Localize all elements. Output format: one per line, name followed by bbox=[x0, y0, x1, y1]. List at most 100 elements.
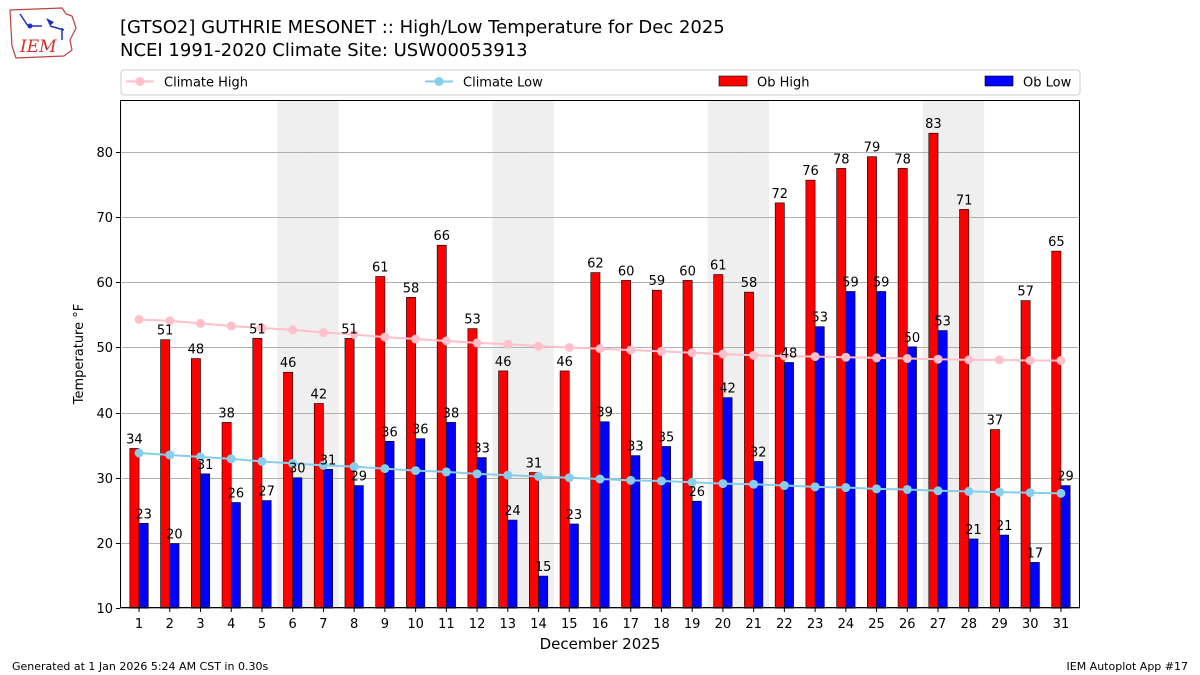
climate-high-point-17 bbox=[626, 345, 636, 355]
ob-high-label-24: 78 bbox=[833, 152, 850, 167]
ob-high-bar-27 bbox=[928, 132, 939, 609]
climate-low-point-13 bbox=[503, 470, 513, 480]
ob-high-label-28: 71 bbox=[956, 193, 973, 208]
ob-low-label-26: 50 bbox=[904, 331, 921, 346]
climate-high-point-20 bbox=[718, 349, 728, 359]
ob-high-bar-19 bbox=[682, 280, 693, 609]
iem-logo: IEM bbox=[6, 6, 82, 60]
ob-high-bar-28 bbox=[959, 209, 970, 609]
climate-low-point-16 bbox=[595, 474, 605, 484]
ob-low-label-31: 29 bbox=[1057, 470, 1074, 485]
ob-high-bar-13 bbox=[498, 370, 509, 609]
bar-labels: 34 51 48 38 51 46 42 51 61 58 66 53 46 31 46 62 60 59 60 61… bbox=[126, 117, 1074, 575]
climate-high-point-23 bbox=[810, 352, 820, 362]
ob-low-label-30: 17 bbox=[1027, 546, 1044, 561]
climate-high-point-9 bbox=[380, 332, 390, 342]
ob-low-label-19: 26 bbox=[689, 485, 706, 500]
ob-low-label-1: 23 bbox=[135, 507, 152, 522]
y-tick-label-30: 30 bbox=[96, 472, 113, 487]
ob-high-label-6: 46 bbox=[280, 356, 297, 371]
climate-low-point-21 bbox=[749, 479, 759, 489]
ob-low-bar-3 bbox=[200, 473, 211, 609]
climate-low-point-14 bbox=[534, 471, 544, 481]
ob-low-bar-13 bbox=[507, 519, 518, 609]
ob-low-bar-8 bbox=[353, 485, 364, 609]
ob-high-bar-10 bbox=[406, 297, 416, 609]
climate-low-point-10 bbox=[411, 466, 421, 476]
climate-low-point-25 bbox=[872, 484, 882, 494]
x-tick-label-3: 3 bbox=[196, 617, 204, 632]
ob-high-bar-26 bbox=[897, 168, 908, 609]
ob-high-bar-18 bbox=[651, 289, 662, 609]
ob-low-label-2: 20 bbox=[166, 528, 183, 543]
y-tick-label-10: 10 bbox=[96, 602, 113, 617]
ob-high-bar-12 bbox=[467, 328, 478, 609]
ob-high-label-2: 51 bbox=[157, 324, 174, 339]
legend-ob-low-swatch bbox=[984, 75, 1014, 87]
ob-low-label-7: 31 bbox=[320, 453, 337, 468]
x-tick-label-12: 12 bbox=[469, 617, 486, 632]
x-tick-label-24: 24 bbox=[838, 617, 855, 632]
climate-low-point-30 bbox=[1025, 488, 1035, 498]
y-tick-label-20: 20 bbox=[96, 537, 113, 552]
ob-high-label-23: 76 bbox=[802, 164, 819, 179]
ob-low-label-11: 38 bbox=[443, 406, 460, 421]
x-axis-label: December 2025 bbox=[540, 635, 661, 653]
climate-high-point-25 bbox=[872, 353, 882, 363]
legend-climate-high-label: Climate High bbox=[164, 76, 248, 91]
climate-low-point-2 bbox=[165, 450, 175, 460]
ob-low-label-9: 36 bbox=[381, 425, 398, 440]
x-tick-label-19: 19 bbox=[684, 617, 701, 632]
climate-low-point-28 bbox=[964, 486, 974, 496]
ob-low-label-25: 59 bbox=[873, 275, 890, 290]
x-tick-label-14: 14 bbox=[530, 617, 547, 632]
legend-box bbox=[120, 69, 1081, 96]
legend-climate-high-swatch-marker bbox=[135, 77, 145, 86]
ob-high-label-13: 46 bbox=[495, 355, 512, 370]
footer-generated: Generated at 1 Jan 2026 5:24 AM CST in 0… bbox=[12, 660, 269, 673]
ob-low-bar-7 bbox=[323, 468, 333, 609]
ob-high-label-12: 53 bbox=[464, 313, 481, 328]
ob-high-bar-15 bbox=[559, 370, 570, 609]
x-tick-label-20: 20 bbox=[715, 617, 732, 632]
ob-low-bar-5 bbox=[261, 500, 272, 609]
ob-low-bar-24 bbox=[845, 291, 856, 609]
ob-high-bar-5 bbox=[252, 338, 263, 609]
climate-high-point-27 bbox=[933, 354, 943, 364]
ob-low-label-13: 24 bbox=[504, 504, 521, 519]
ob-high-label-1: 34 bbox=[126, 432, 143, 447]
climate-high-point-15 bbox=[564, 342, 574, 352]
climate-high-point-11 bbox=[441, 336, 451, 346]
ob-high-bar-14 bbox=[529, 472, 539, 609]
logo-text: IEM bbox=[19, 37, 57, 57]
ob-high-label-4: 38 bbox=[218, 406, 235, 421]
ob-high-bar-7 bbox=[313, 403, 324, 609]
climate-low-point-17 bbox=[626, 475, 636, 485]
y-tick-label-40: 40 bbox=[96, 407, 113, 422]
ob-high-label-26: 78 bbox=[894, 152, 911, 167]
climate-low-point-22 bbox=[779, 481, 789, 491]
bars bbox=[129, 132, 1071, 609]
x-tick-label-13: 13 bbox=[500, 617, 517, 632]
ob-high-label-30: 57 bbox=[1017, 285, 1034, 300]
ob-low-bar-31 bbox=[1060, 485, 1071, 609]
ob-high-label-3: 48 bbox=[188, 343, 205, 358]
climate-low-point-4 bbox=[226, 454, 236, 464]
climate-high-point-29 bbox=[994, 355, 1004, 365]
ob-high-label-19: 60 bbox=[679, 264, 696, 279]
legend-ob-high-swatch bbox=[718, 75, 748, 87]
legend-climate-low-swatch-marker bbox=[434, 77, 444, 86]
plot-frame bbox=[120, 100, 1080, 608]
x-tick-label-21: 21 bbox=[745, 617, 762, 632]
ob-low-label-5: 27 bbox=[258, 485, 275, 500]
x-tick-label-9: 9 bbox=[381, 617, 389, 632]
x-tick-label-18: 18 bbox=[653, 617, 670, 632]
ob-low-label-16: 39 bbox=[596, 406, 613, 421]
x-tick-label-16: 16 bbox=[592, 617, 609, 632]
ob-low-bar-10 bbox=[415, 438, 426, 609]
y-axis: 10 20 30 40 50 60 70 80 bbox=[96, 146, 120, 617]
climate-low-point-19 bbox=[687, 477, 697, 487]
climate-high-point-2 bbox=[165, 316, 175, 326]
ob-high-label-25: 79 bbox=[864, 141, 881, 156]
ob-low-label-15: 23 bbox=[566, 508, 583, 523]
